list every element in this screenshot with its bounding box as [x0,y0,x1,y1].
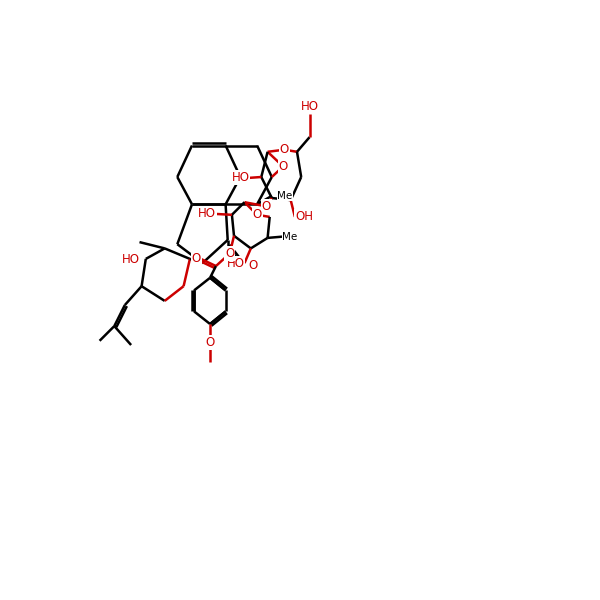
Text: HO: HO [232,172,250,184]
Text: HO: HO [301,100,319,113]
Text: O: O [205,337,215,349]
Text: O: O [280,143,289,156]
Text: OH: OH [295,211,313,223]
Text: O: O [262,200,271,213]
Text: Me: Me [277,191,292,201]
Text: HO: HO [198,208,216,220]
Text: HO: HO [227,257,245,269]
Text: O: O [191,253,201,265]
Text: O: O [278,160,288,173]
Text: O: O [253,208,262,221]
Text: HO: HO [122,253,140,266]
Text: O: O [248,259,258,272]
Text: O: O [225,247,235,260]
Text: Me: Me [282,232,298,242]
